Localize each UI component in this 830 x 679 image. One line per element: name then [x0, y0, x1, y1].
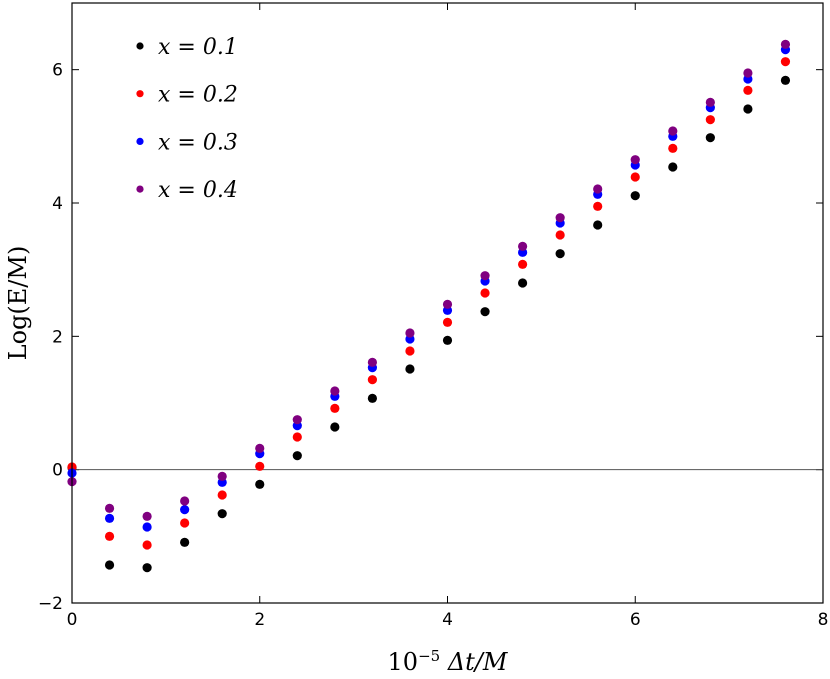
data-point-2: [480, 288, 490, 298]
data-point-4: [480, 271, 490, 281]
data-point-4: [630, 155, 640, 165]
data-point-1: [292, 451, 302, 461]
y-tick-label: 2: [52, 327, 63, 347]
x-tick-label: 0: [67, 610, 78, 630]
y-tick-label: −2: [38, 594, 63, 614]
x-axis-title-base: 10: [388, 648, 419, 676]
data-point-1: [743, 104, 753, 114]
data-point-1: [217, 509, 227, 519]
x-axis-title-exponent: −5: [418, 647, 440, 665]
x-tick-label: 8: [818, 610, 829, 630]
data-point-4: [442, 299, 453, 309]
x-tick-label: 2: [254, 610, 265, 630]
data-point-4: [780, 39, 791, 49]
x-axis-title-rest: Δt/M: [440, 648, 509, 676]
data-point-2: [104, 531, 115, 541]
data-point-1: [442, 335, 453, 345]
legend-label: x = 0.3: [158, 130, 238, 155]
data-point-4: [518, 241, 528, 251]
x-tick-label: 6: [630, 610, 641, 630]
legend-marker: [136, 185, 144, 193]
data-point-1: [255, 479, 265, 489]
data-point-4: [255, 443, 265, 453]
y-axis-title: Log(E/M): [4, 246, 32, 361]
data-point-3: [142, 522, 152, 532]
data-point-1: [555, 249, 565, 259]
data-point-2: [405, 346, 415, 356]
data-point-1: [104, 560, 115, 570]
x-axis-title: 10−5 Δt/M: [388, 647, 509, 676]
data-point-2: [743, 85, 753, 95]
legend: x = 0.1 x = 0.2 x = 0.3 x = 0.4: [136, 35, 238, 203]
x-tick-label: 4: [442, 610, 453, 630]
legend-label: x = 0.1: [158, 35, 238, 60]
data-point-2: [292, 432, 302, 442]
data-point-1: [180, 537, 190, 547]
data-point-1: [480, 307, 490, 317]
data-point-4: [180, 496, 190, 506]
data-point-1: [705, 133, 715, 143]
legend-marker: [136, 137, 144, 145]
data-point-2: [330, 403, 340, 413]
data-point-1: [668, 162, 678, 172]
y-tick-label: 0: [52, 461, 63, 481]
data-point-2: [367, 375, 377, 385]
data-points: [67, 39, 791, 573]
data-point-4: [292, 415, 302, 425]
data-point-1: [630, 191, 640, 201]
data-point-4: [743, 68, 753, 78]
data-point-2: [555, 230, 565, 240]
data-point-4: [142, 511, 152, 521]
data-point-4: [705, 97, 715, 107]
data-point-2: [780, 57, 791, 67]
data-point-2: [217, 490, 227, 500]
data-point-2: [593, 201, 603, 211]
y-tick-label: 6: [52, 61, 63, 81]
data-point-2: [630, 172, 640, 182]
legend-label: x = 0.4: [158, 178, 238, 203]
data-point-4: [367, 357, 377, 367]
data-point-1: [405, 364, 415, 374]
data-point-4: [217, 471, 227, 481]
plot-frame: [71, 2, 824, 604]
y-tick-label: 4: [52, 194, 63, 214]
data-point-1: [518, 278, 528, 288]
data-point-4: [593, 184, 603, 194]
data-point-4: [405, 328, 415, 338]
data-point-2: [442, 317, 453, 327]
data-point-1: [780, 75, 791, 85]
legend-marker: [136, 90, 144, 98]
data-point-4: [330, 386, 340, 396]
data-point-1: [593, 220, 603, 230]
data-point-2: [668, 143, 678, 153]
data-point-3: [104, 513, 115, 523]
legend-marker: [136, 42, 144, 50]
data-point-2: [518, 259, 528, 269]
data-point-3: [180, 505, 190, 515]
data-point-2: [255, 461, 265, 471]
data-point-1: [367, 393, 377, 403]
data-point-2: [142, 540, 152, 550]
data-point-2: [180, 518, 190, 528]
legend-label: x = 0.2: [158, 83, 238, 108]
data-point-1: [330, 422, 340, 432]
data-point-1: [142, 563, 152, 573]
data-point-2: [705, 115, 715, 125]
data-point-4: [555, 213, 565, 223]
data-point-4: [668, 126, 678, 136]
data-point-4: [104, 503, 115, 513]
